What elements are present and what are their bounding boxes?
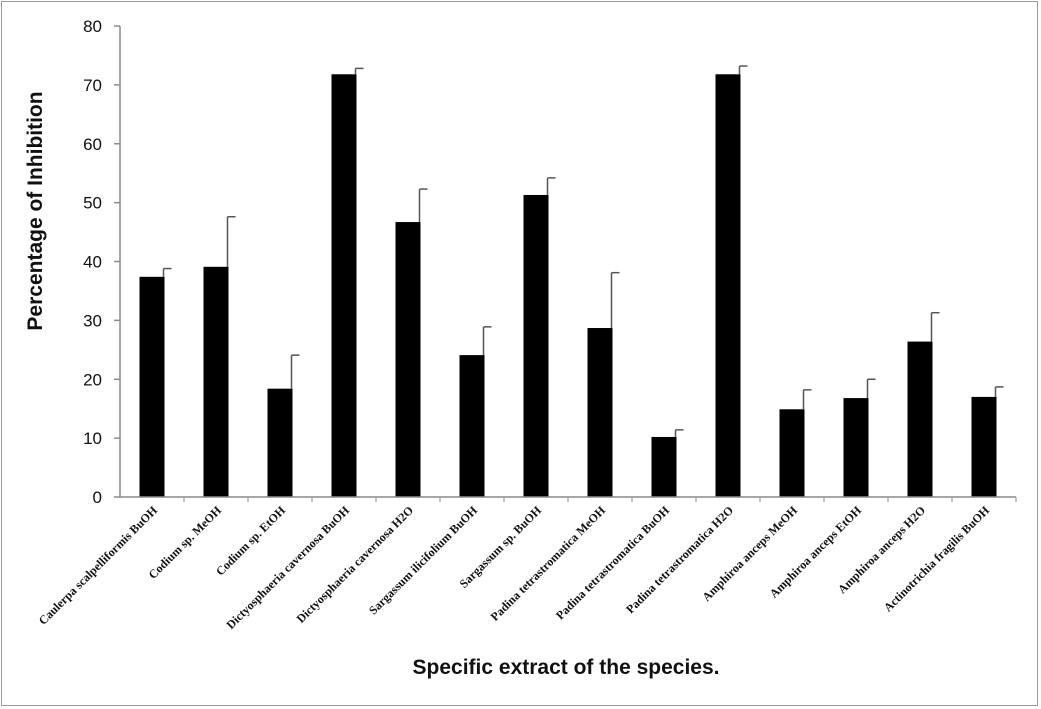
y-tick-label: 40 (83, 253, 102, 272)
y-tick-label: 50 (83, 194, 102, 213)
y-tick-label: 20 (83, 370, 102, 389)
y-tick-label: 60 (83, 135, 102, 154)
category-label: Dictyosphaeria cavernosa BuOH (223, 503, 352, 632)
bar (331, 74, 357, 497)
category-label: Padina tetrastromatica H2O (623, 503, 736, 616)
bar (459, 355, 485, 497)
bar (971, 396, 997, 497)
bar (395, 222, 421, 497)
bar (587, 328, 613, 497)
category-label: Actinotrichia fragilis BuOH (881, 503, 993, 615)
y-axis-title: Percentage of Inhibition (24, 91, 47, 330)
bar (651, 436, 677, 497)
category-label: Caulerpa scalpelliformis BuOH (36, 503, 161, 628)
y-tick-label: 80 (83, 17, 102, 36)
bar (907, 341, 933, 497)
category-label: Dictyosphaeria cavernosa H2O (294, 503, 417, 626)
y-tick-label: 30 (83, 311, 102, 330)
x-axis-title: Specific extract of the species. (413, 656, 720, 679)
category-label: Sargassum ilicifolium BuOH (366, 503, 481, 618)
bar (139, 276, 165, 497)
bar (523, 194, 549, 497)
bar (715, 74, 741, 497)
bar (779, 409, 805, 497)
bars (139, 65, 1004, 497)
bar (203, 266, 229, 497)
y-tick-label: 70 (83, 76, 102, 95)
bar (843, 398, 869, 497)
category-label: Padina tetrastromatica BuOH (553, 503, 673, 623)
category-label: Padina tetrastromatica MeOH (488, 503, 609, 624)
y-tick-label: 0 (93, 488, 102, 507)
bar (267, 388, 293, 497)
y-axis: 0 10 20 30 40 50 60 70 80 (83, 17, 121, 507)
y-tick-label: 10 (83, 429, 102, 448)
